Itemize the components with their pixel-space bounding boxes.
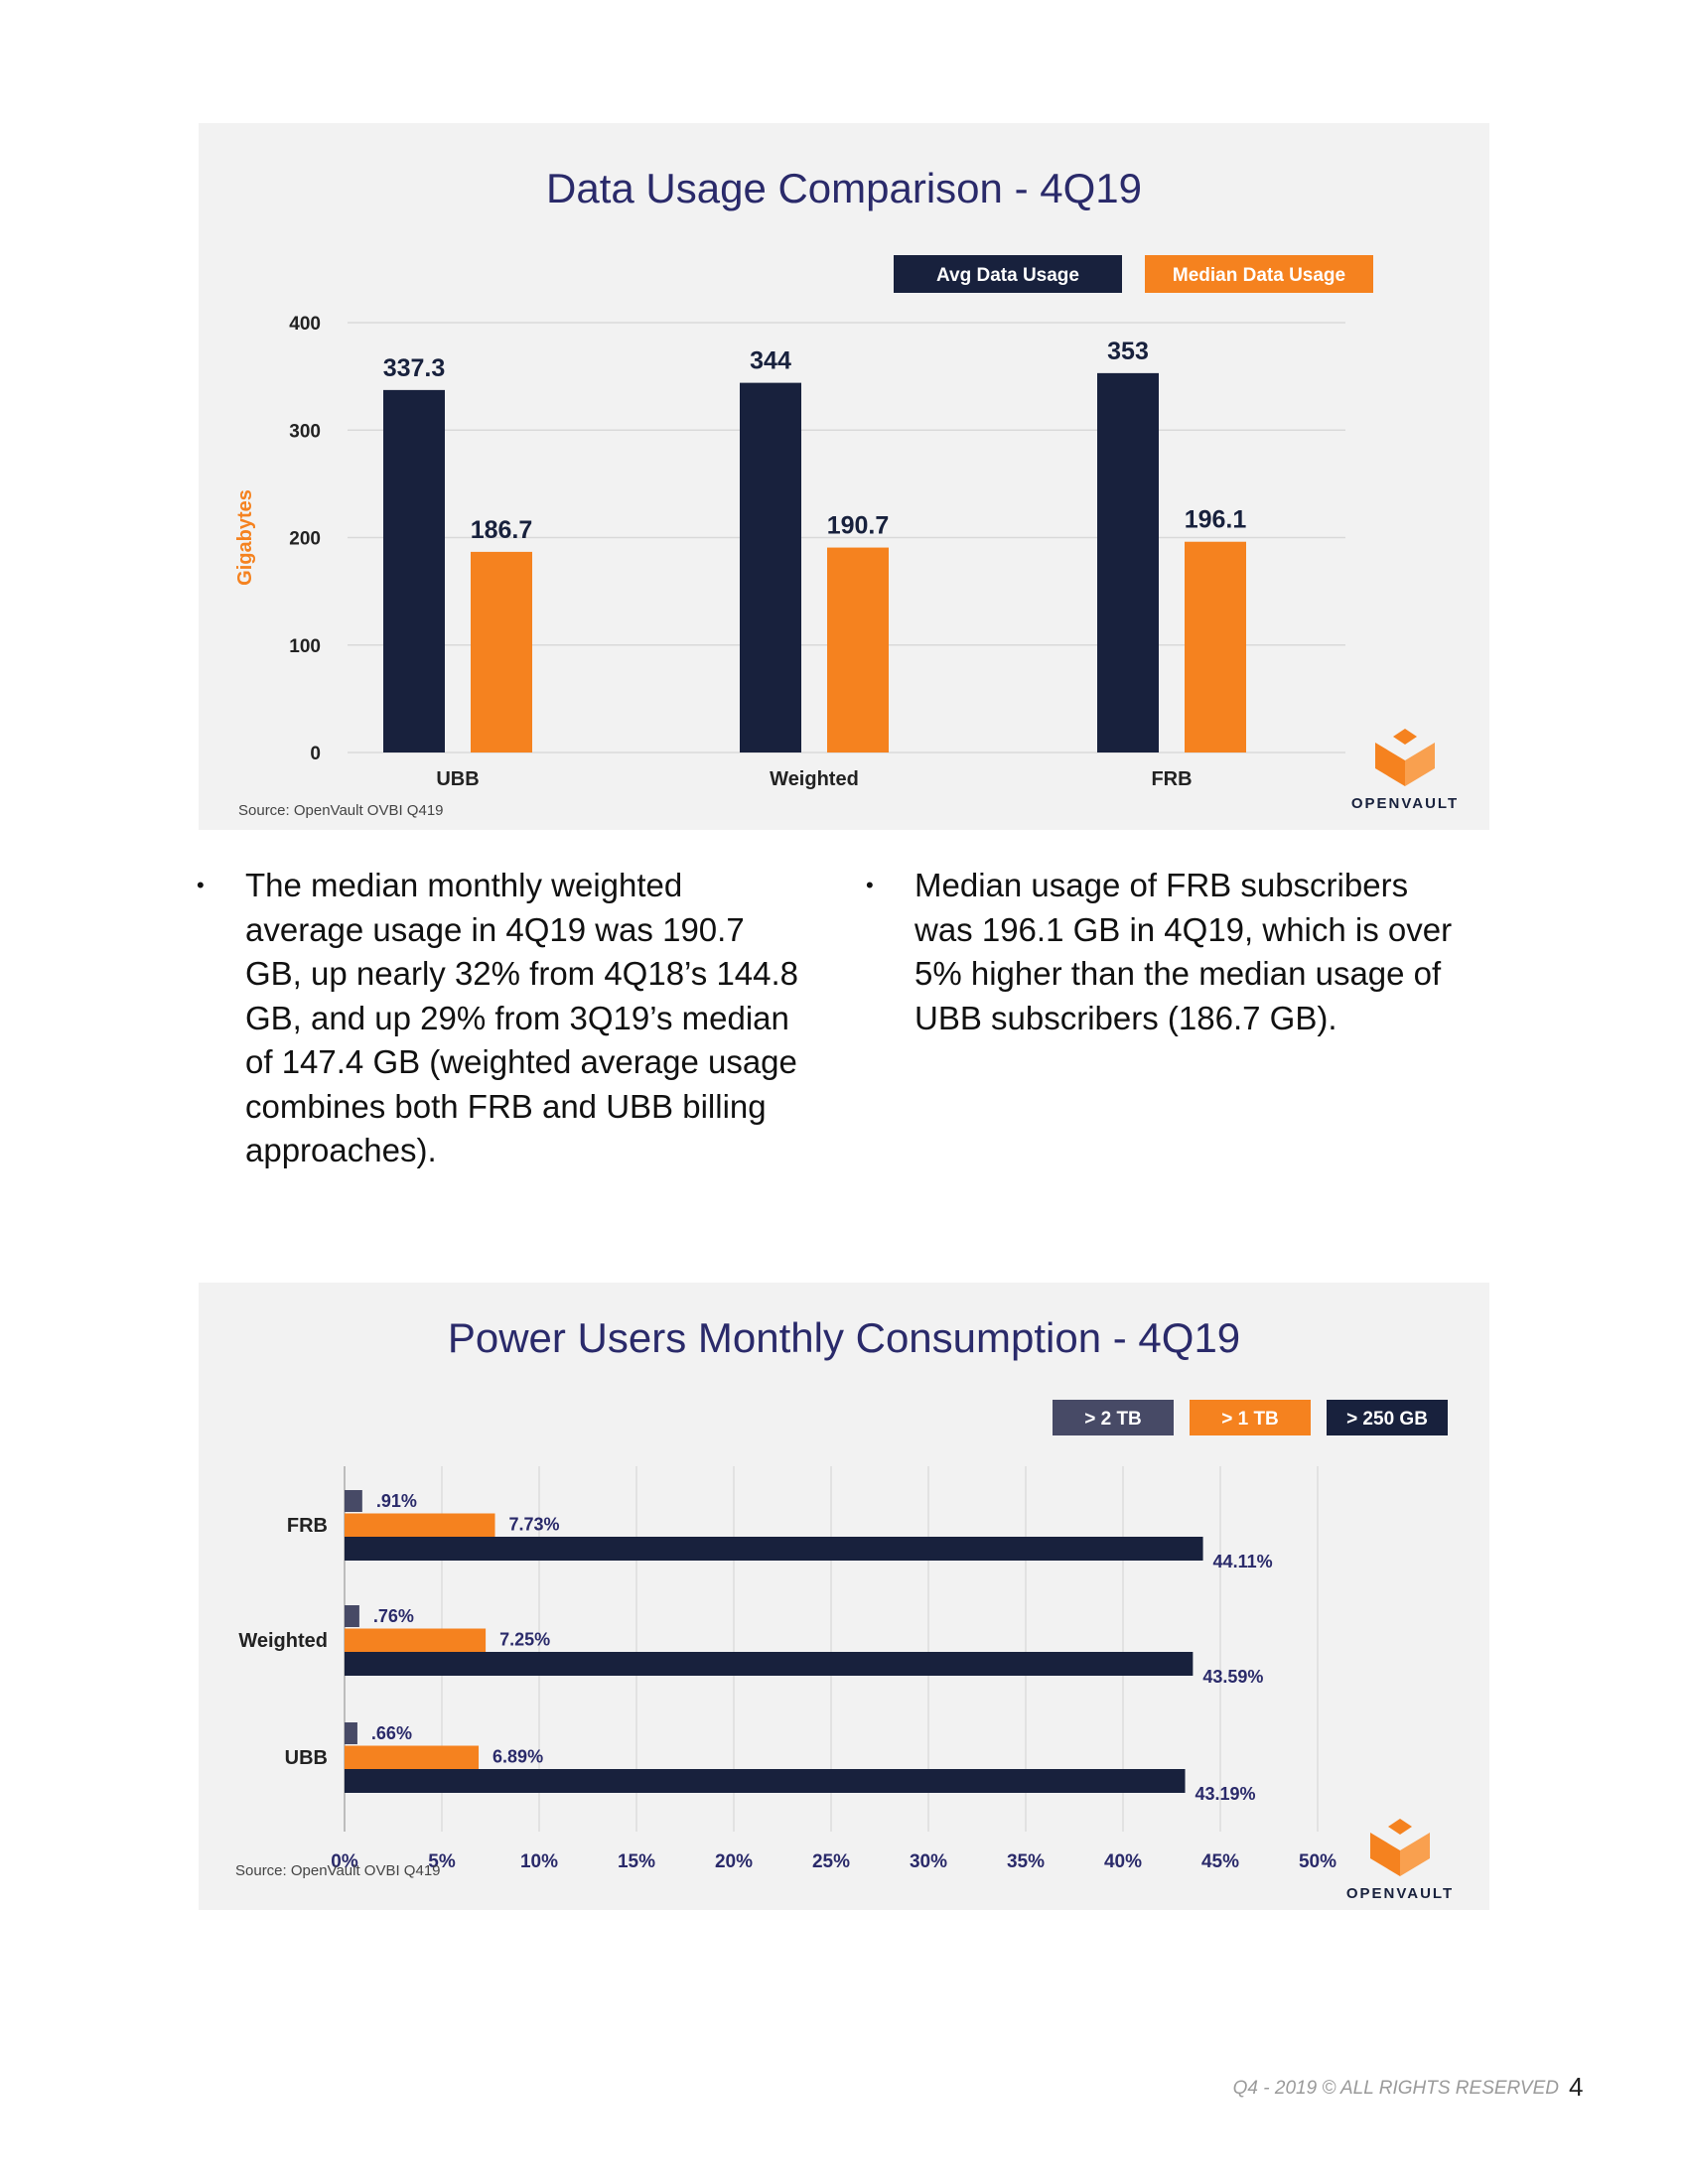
logo-right-facet bbox=[1405, 743, 1435, 786]
x-tick-label: 50% bbox=[1299, 1851, 1336, 1872]
x-tick-label: 20% bbox=[715, 1851, 753, 1872]
bar-1tb bbox=[345, 1628, 487, 1653]
chart-title: Power Users Monthly Consumption - 4Q19 bbox=[448, 1314, 1240, 1361]
bar-avg bbox=[383, 389, 445, 752]
bullet-text: Median usage of FRB subscribers was 196.… bbox=[914, 867, 1453, 1036]
logo-top-facet bbox=[1388, 1819, 1412, 1835]
openvault-logo: OPENVAULT bbox=[1351, 729, 1459, 812]
bar-avg bbox=[1097, 372, 1159, 752]
data-label: .91% bbox=[376, 1491, 417, 1511]
bullet-text: The median monthly weighted average usag… bbox=[245, 867, 799, 1168]
data-label: .76% bbox=[373, 1606, 414, 1626]
bar-250gb bbox=[345, 1652, 1194, 1676]
legend-swatch bbox=[1053, 1400, 1174, 1435]
y-tick-label: 0 bbox=[310, 744, 321, 764]
data-label: 44.11% bbox=[1213, 1552, 1273, 1571]
y-category-label: Weighted bbox=[238, 1630, 328, 1652]
logo-left-facet bbox=[1375, 743, 1405, 786]
data-label: 337.3 bbox=[383, 354, 446, 382]
x-tick-label: FRB bbox=[1151, 768, 1192, 790]
logo-left-facet bbox=[1370, 1833, 1400, 1876]
bar-250gb bbox=[345, 1769, 1186, 1793]
data-label: 186.7 bbox=[471, 516, 533, 544]
legend-label: > 1 TB bbox=[1221, 1409, 1279, 1430]
power-users-chart-panel: Power Users Monthly Consumption - 4Q19 > … bbox=[199, 1283, 1489, 1910]
x-tick-label: 40% bbox=[1104, 1851, 1142, 1872]
data-label: 7.25% bbox=[499, 1630, 550, 1650]
x-tick-label: 0% bbox=[331, 1851, 358, 1872]
x-tick-label: 25% bbox=[812, 1851, 850, 1872]
bullet-dot: • bbox=[866, 873, 874, 897]
x-tick-label: 45% bbox=[1201, 1851, 1239, 1872]
data-label: 196.1 bbox=[1185, 506, 1247, 534]
data-label: 43.19% bbox=[1196, 1784, 1256, 1804]
legend-label: Avg Data Usage bbox=[936, 265, 1079, 286]
data-usage-chart-panel: Data Usage Comparison - 4Q19 Avg Data Usa… bbox=[199, 123, 1489, 830]
footer-copyright: Q4 - 2019 © ALL RIGHTS RESERVED bbox=[1232, 2078, 1559, 2099]
bar-median bbox=[471, 551, 532, 752]
x-tick-label: 15% bbox=[618, 1851, 655, 1872]
legend-swatch bbox=[894, 255, 1122, 293]
bar-1tb bbox=[345, 1745, 480, 1770]
y-axis-label: Gigabytes bbox=[234, 489, 256, 586]
power-users-chart: Power Users Monthly Consumption - 4Q19 > … bbox=[235, 1314, 1454, 1902]
x-tick-label: 30% bbox=[910, 1851, 947, 1872]
logo-text: OPENVAULT bbox=[1351, 795, 1459, 812]
bar-1tb bbox=[345, 1513, 495, 1538]
bar-2tb bbox=[345, 1605, 359, 1627]
bar-median bbox=[827, 547, 889, 752]
legend-label: > 2 TB bbox=[1084, 1409, 1142, 1430]
data-label: 7.73% bbox=[509, 1515, 560, 1535]
y-category-label: FRB bbox=[287, 1515, 328, 1537]
logo-text: OPENVAULT bbox=[1346, 1885, 1454, 1902]
bar-2tb bbox=[345, 1490, 362, 1512]
data-label: .66% bbox=[371, 1723, 412, 1743]
x-tick-label: Weighted bbox=[770, 768, 859, 790]
legend-swatch bbox=[1190, 1400, 1311, 1435]
bar-250gb bbox=[345, 1537, 1203, 1561]
y-tick-label: 300 bbox=[289, 421, 321, 442]
data-usage-chart: Data Usage Comparison - 4Q19 Avg Data Usa… bbox=[234, 165, 1459, 819]
y-tick-label: 100 bbox=[289, 636, 321, 657]
legend-swatch bbox=[1145, 255, 1373, 293]
data-label: 190.7 bbox=[827, 512, 890, 540]
x-tick-label: UBB bbox=[436, 768, 479, 790]
data-label: 6.89% bbox=[492, 1747, 543, 1767]
page-number: 4 bbox=[1569, 2072, 1584, 2102]
legend-label: Median Data Usage bbox=[1173, 265, 1345, 286]
logo-right-facet bbox=[1400, 1833, 1430, 1876]
bar-avg bbox=[740, 382, 801, 752]
bar-median bbox=[1185, 541, 1246, 752]
chart-title: Data Usage Comparison - 4Q19 bbox=[546, 165, 1142, 211]
logo-top-facet bbox=[1393, 729, 1417, 745]
bullet-dot: • bbox=[197, 873, 205, 897]
y-tick-label: 200 bbox=[289, 529, 321, 550]
openvault-logo: OPENVAULT bbox=[1346, 1819, 1454, 1902]
legend-swatch bbox=[1327, 1400, 1448, 1435]
y-category-label: UBB bbox=[285, 1747, 328, 1769]
bar-2tb bbox=[345, 1722, 357, 1744]
x-tick-label: 35% bbox=[1007, 1851, 1045, 1872]
x-tick-label: 10% bbox=[520, 1851, 558, 1872]
x-tick-label: 5% bbox=[428, 1851, 456, 1872]
data-label: 43.59% bbox=[1202, 1667, 1263, 1687]
y-tick-label: 400 bbox=[289, 314, 321, 335]
data-label: 344 bbox=[750, 347, 791, 375]
data-label: 353 bbox=[1107, 338, 1149, 365]
source-note: Source: OpenVault OVBI Q419 bbox=[235, 1862, 441, 1879]
legend-label: > 250 GB bbox=[1346, 1409, 1428, 1430]
source-note: Source: OpenVault OVBI Q419 bbox=[238, 802, 444, 819]
